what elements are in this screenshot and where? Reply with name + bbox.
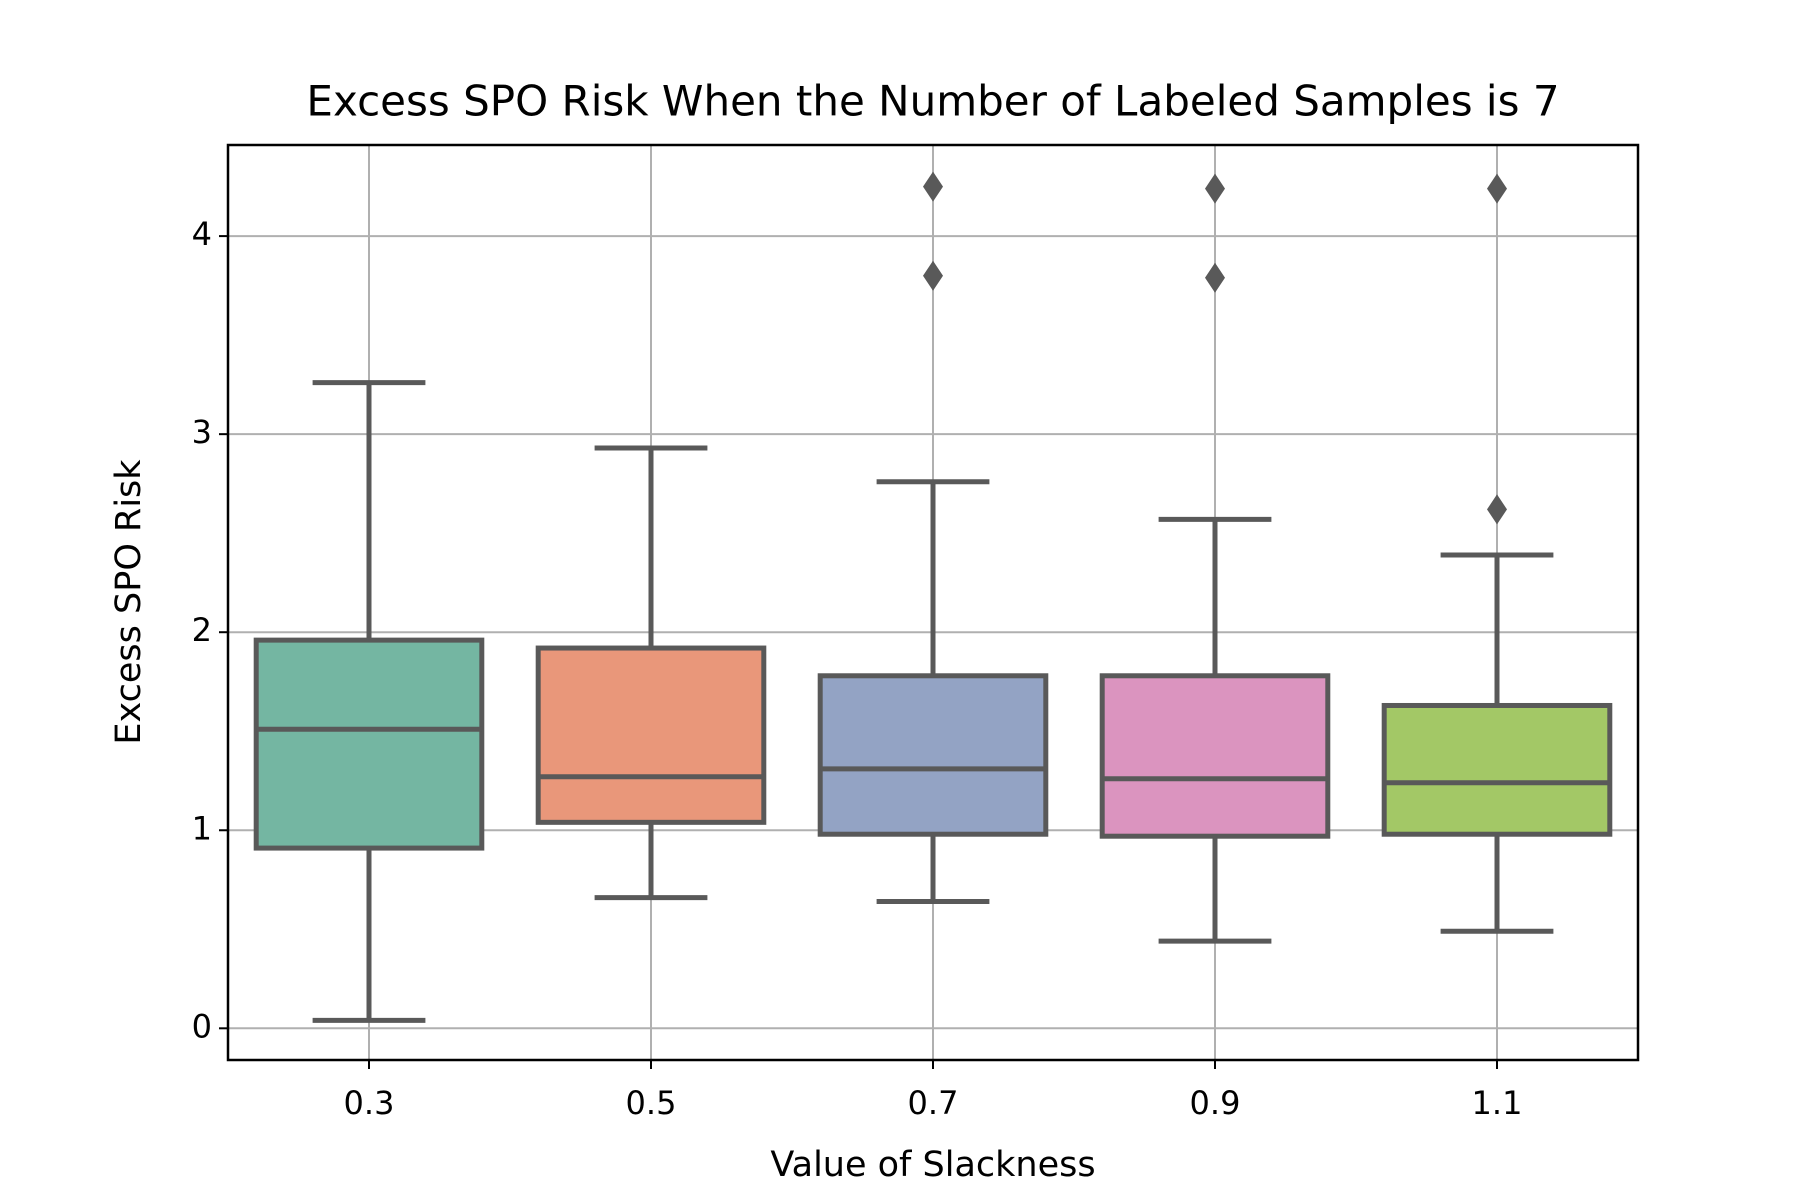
y-tick-label: 3 bbox=[192, 413, 212, 451]
y-tick-label: 4 bbox=[192, 215, 212, 253]
y-tick-label: 2 bbox=[192, 611, 212, 649]
box bbox=[1381, 702, 1613, 837]
outlier bbox=[1205, 262, 1225, 293]
box bbox=[253, 637, 485, 851]
y-axis-label: Excess SPO Risk bbox=[109, 459, 149, 745]
x-tick-label: 0.5 bbox=[626, 1084, 677, 1122]
box bbox=[535, 645, 767, 825]
box bbox=[1099, 673, 1331, 839]
y-tick-label: 1 bbox=[192, 809, 212, 847]
y-tick-label: 0 bbox=[192, 1007, 212, 1045]
chart-title: Excess SPO Risk When the Number of Label… bbox=[306, 77, 1559, 126]
outlier bbox=[923, 171, 943, 202]
plot-frame bbox=[226, 143, 1640, 1062]
x-tick-label: 0.9 bbox=[1190, 1084, 1241, 1122]
x-axis-label: Value of Slackness bbox=[770, 1145, 1095, 1185]
box bbox=[817, 673, 1049, 837]
outlier bbox=[1205, 173, 1225, 204]
outlier bbox=[1487, 173, 1507, 204]
x-tick-label: 1.1 bbox=[1472, 1084, 1523, 1122]
outlier bbox=[1487, 494, 1507, 525]
x-tick-label: 0.3 bbox=[344, 1084, 395, 1122]
outlier bbox=[923, 260, 943, 291]
x-tick-label: 0.7 bbox=[908, 1084, 959, 1122]
